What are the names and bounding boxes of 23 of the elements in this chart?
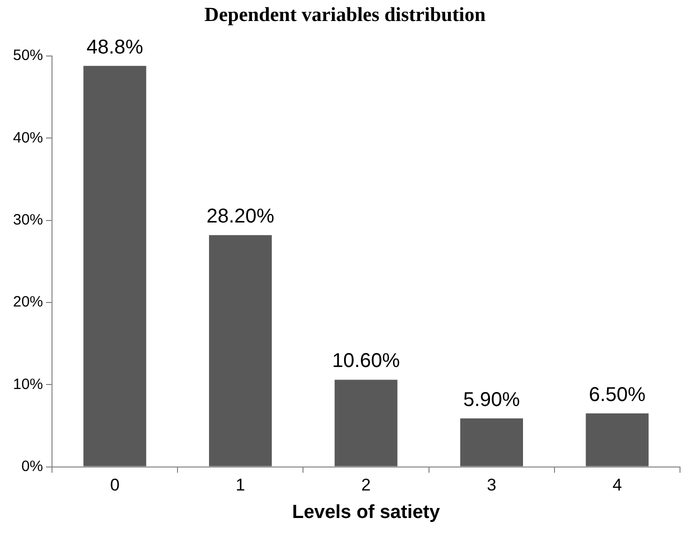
y-tick-label: 0% [21, 458, 44, 475]
bar [334, 380, 398, 466]
x-tick-label: 2 [361, 476, 371, 495]
y-tick-label: 40% [12, 129, 44, 146]
x-axis-title: Levels of satiety [292, 502, 440, 523]
x-tick-label: 0 [110, 476, 120, 495]
data-label: 5.90% [463, 388, 520, 411]
data-label: 6.50% [588, 384, 646, 406]
data-label: 10.60% [332, 350, 400, 372]
x-tick-label: 4 [612, 476, 622, 495]
y-tick-label: 50% [12, 47, 44, 64]
x-tick-label: 3 [486, 476, 496, 495]
data-label: 48.8% [86, 36, 144, 58]
bar [83, 66, 146, 466]
y-tick-label: 10% [12, 376, 44, 393]
x-tick-label: 1 [236, 476, 246, 495]
y-tick-label: 30% [12, 211, 44, 228]
chart-title: Dependent variables distribution [204, 4, 486, 26]
bar [586, 413, 649, 466]
y-tick-label: 20% [12, 294, 44, 311]
data-label: 28.20% [206, 206, 275, 228]
bar [209, 235, 272, 466]
bar [460, 418, 524, 466]
